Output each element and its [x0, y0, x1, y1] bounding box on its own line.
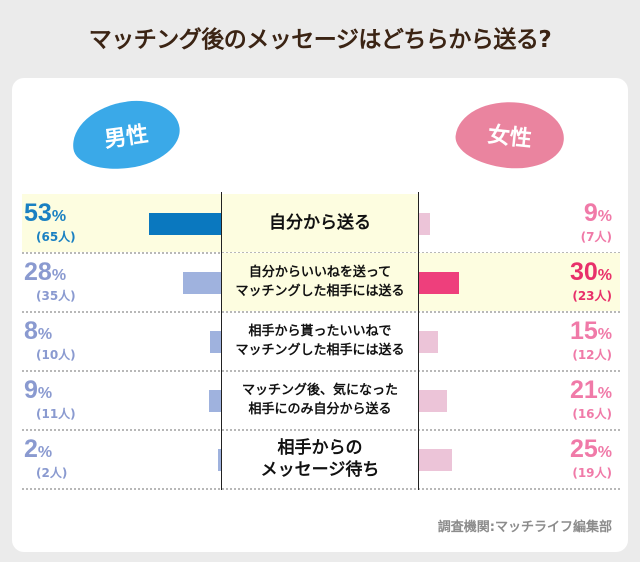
male-value: 8 [24, 317, 38, 345]
source-note: 調査機関:マッチライフ編集部 [437, 520, 612, 535]
percent-unit: % [597, 267, 612, 284]
category-label: 自分からいいねを送って マッチングした相手には送る [235, 265, 405, 299]
female-value: 25 [569, 435, 598, 463]
male-value: 53 [24, 199, 52, 227]
male-bar [218, 449, 221, 471]
female-count-label: (23人) [572, 289, 612, 303]
center-line-right [418, 192, 419, 490]
male-percent-label: 8% [24, 318, 52, 348]
center-line-left [221, 192, 222, 490]
percent-unit: % [597, 385, 612, 402]
female-percent-label: 25% [570, 436, 612, 466]
percent-unit: % [37, 326, 53, 343]
male-percent-label: 28% [24, 259, 66, 289]
female-bar [418, 449, 452, 471]
female-bar [418, 390, 447, 412]
female-count-label: (12人) [572, 348, 612, 362]
male-count-label: (11人) [36, 407, 76, 421]
category-label: マッチング後、気になった 相手にのみ自分から送る [241, 383, 398, 417]
percent-unit: % [597, 208, 612, 225]
male-value: 2 [24, 435, 38, 463]
row-1: 28% (35人) 30% (23人) 自分からいいねを送って マッチングした相手には送… [22, 253, 620, 313]
percent-unit: % [51, 208, 67, 225]
percent-unit: % [37, 385, 53, 402]
row-3: 9% (11人) 21% (16人) マッチング後、気になった 相手にのみ自分から送る [22, 371, 620, 431]
chart-title: マッチング後のメッセージはどちらから送る? [88, 27, 552, 53]
row-4: 2% (2人) 25% (19人) 相手からの メッセージ待ち [22, 430, 620, 490]
category-label: 自分から送る [269, 213, 371, 233]
female-percent-label: 15% [570, 318, 612, 348]
female-percent-label: 21% [570, 377, 612, 407]
row-0: 53% (65人) 9% (7人) 自分から送る [22, 194, 620, 254]
female-value: 21 [569, 376, 598, 404]
male-count-label: (65人) [36, 230, 76, 244]
female-count-label: (16人) [572, 407, 612, 421]
category-label: 相手からの メッセージ待ち [260, 438, 380, 480]
female-count-label: (19人) [572, 466, 612, 480]
category-label: 相手から貰ったいいねで マッチングした相手には送る [235, 324, 405, 358]
male-percent-label: 9% [24, 377, 52, 407]
male-bar [182, 272, 221, 294]
female-percent-label: 9% [584, 200, 612, 230]
male-value: 9 [24, 376, 38, 404]
male-percent-label: 2% [24, 436, 52, 466]
male-bar [208, 390, 221, 412]
female-value: 15 [569, 317, 598, 345]
female-count-label: (7人) [580, 230, 612, 244]
percent-unit: % [51, 267, 67, 284]
male-percent-label: 53% [24, 200, 66, 230]
female-value: 9 [583, 199, 598, 227]
female-percent-label: 30% [570, 259, 612, 289]
percent-unit: % [37, 444, 53, 461]
female-value: 30 [569, 258, 598, 286]
percent-unit: % [597, 326, 612, 343]
male-count-label: (35人) [36, 289, 76, 303]
male-count-label: (10人) [36, 348, 76, 362]
row-2: 8% (10人) 15% (12人) 相手から貰ったいいねで マッチングした相手には送る [22, 312, 620, 372]
female-bar [418, 272, 459, 294]
male-value: 28 [24, 258, 52, 286]
female-bar [418, 213, 431, 235]
female-bar [418, 331, 439, 353]
male-bar [210, 331, 221, 353]
male-count-label: (2人) [36, 466, 68, 480]
male-bar [148, 213, 221, 235]
percent-unit: % [597, 444, 612, 461]
